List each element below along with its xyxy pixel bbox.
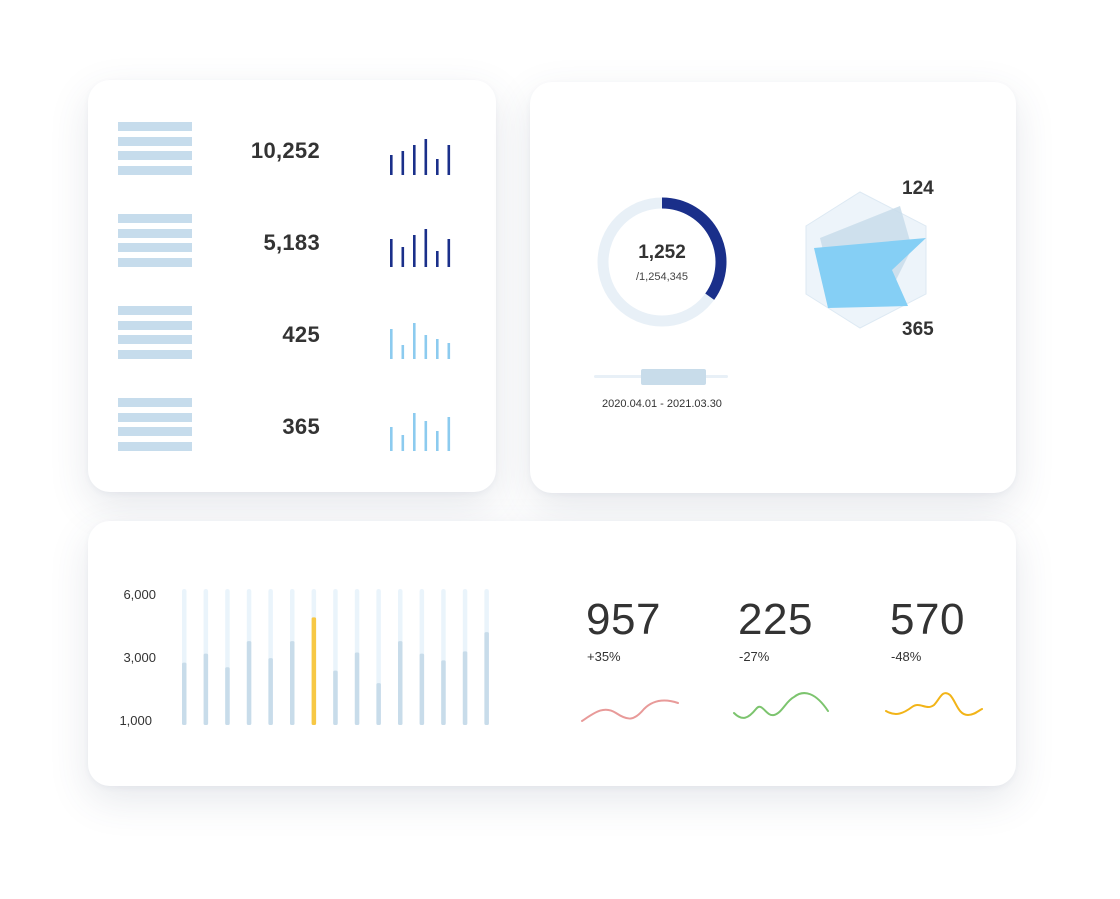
date-range-slider[interactable] (592, 366, 732, 388)
metric-value: 10,252 (250, 138, 320, 163)
list-lines-icon (118, 398, 192, 454)
y-tick-label: 6,000 (123, 587, 156, 602)
radar-label-top: 124 (902, 178, 934, 199)
mini-bar (390, 239, 393, 267)
stat-value: 570 (890, 595, 965, 644)
mini-bar (436, 159, 439, 175)
progress-card: 1,252 /1,254,345 2020.04.01 - 2021.03.30… (530, 82, 1016, 493)
mini-bar (413, 413, 416, 451)
metric-value: 365 (282, 414, 320, 439)
bar (225, 667, 230, 725)
bar (484, 632, 489, 725)
metric-row: 10,252 (88, 122, 496, 182)
donut-total: /1,254,345 (636, 271, 688, 283)
bar (268, 658, 273, 725)
radar-series-front (814, 238, 926, 308)
mini-bar (424, 139, 428, 175)
mini-bar (413, 235, 416, 267)
sparkline (885, 692, 983, 717)
bar (354, 652, 360, 725)
mini-bar (436, 339, 439, 359)
bar (333, 670, 338, 725)
mini-bar (401, 247, 405, 267)
y-tick-label: 3,000 (123, 650, 156, 665)
sparkline-path (581, 699, 679, 722)
bar (290, 641, 295, 725)
bar (398, 641, 403, 725)
stat-value: 957 (586, 595, 661, 644)
mini-bar (390, 329, 393, 359)
radar-label-bottom: 365 (902, 319, 934, 340)
sparkline-path (733, 692, 829, 719)
stat-value: 225 (738, 595, 813, 644)
sparkline-path (885, 692, 983, 717)
mini-bar (413, 145, 416, 175)
mini-bar-chart (390, 323, 451, 359)
bar (203, 653, 209, 725)
mini-bar-chart (390, 139, 451, 175)
mini-bar (413, 323, 416, 359)
bar-highlight (311, 617, 317, 725)
y-tick-label: 1,000 (119, 713, 152, 728)
mini-bar (447, 239, 451, 267)
date-range-label: 2020.04.01 - 2021.03.30 (602, 398, 722, 410)
mini-bar (390, 155, 393, 175)
mini-bar (424, 229, 428, 267)
donut-chart (597, 197, 727, 327)
list-lines-icon (118, 214, 192, 270)
metric-row: 5,183 (88, 214, 496, 274)
stat-change: +35% (587, 649, 621, 664)
metric-row: 365 (88, 398, 496, 458)
bar (376, 683, 381, 725)
slider-handle[interactable] (641, 369, 706, 385)
mini-bar-chart (390, 413, 451, 451)
mini-bar (436, 431, 439, 451)
list-lines-icon (118, 122, 192, 178)
mini-bar-chart (390, 229, 451, 267)
bar-chart (182, 589, 489, 725)
mini-bar (390, 427, 393, 451)
mini-bar (436, 251, 439, 267)
stat-change: -48% (891, 649, 922, 664)
sparkline (733, 692, 829, 719)
sparkline (581, 699, 679, 722)
radar-chart (805, 191, 927, 329)
donut-progress-arc (661, 197, 727, 300)
list-lines-icon (118, 306, 192, 362)
bar (182, 662, 187, 725)
metric-value: 425 (282, 322, 320, 347)
mini-bar (424, 335, 428, 359)
stat-change: -27% (739, 649, 770, 664)
mini-bar (447, 417, 451, 451)
bar (419, 653, 425, 725)
bar (441, 660, 446, 725)
metrics-card: 10,252 5,183 425 365 (88, 80, 496, 492)
mini-bar (401, 345, 405, 359)
mini-bar (424, 421, 428, 451)
metric-value: 5,183 (263, 230, 320, 255)
metric-row: 425 (88, 306, 496, 366)
mini-bar (401, 151, 405, 175)
mini-bar (447, 343, 451, 359)
donut-value: 1,252 (638, 242, 686, 263)
bar (462, 651, 468, 725)
bottom-card: 6,000 3,000 1,000 957 +35% 225 -27% 570 … (88, 521, 1016, 786)
mini-bar (447, 145, 451, 175)
mini-bar (401, 435, 405, 451)
bar (246, 641, 252, 725)
